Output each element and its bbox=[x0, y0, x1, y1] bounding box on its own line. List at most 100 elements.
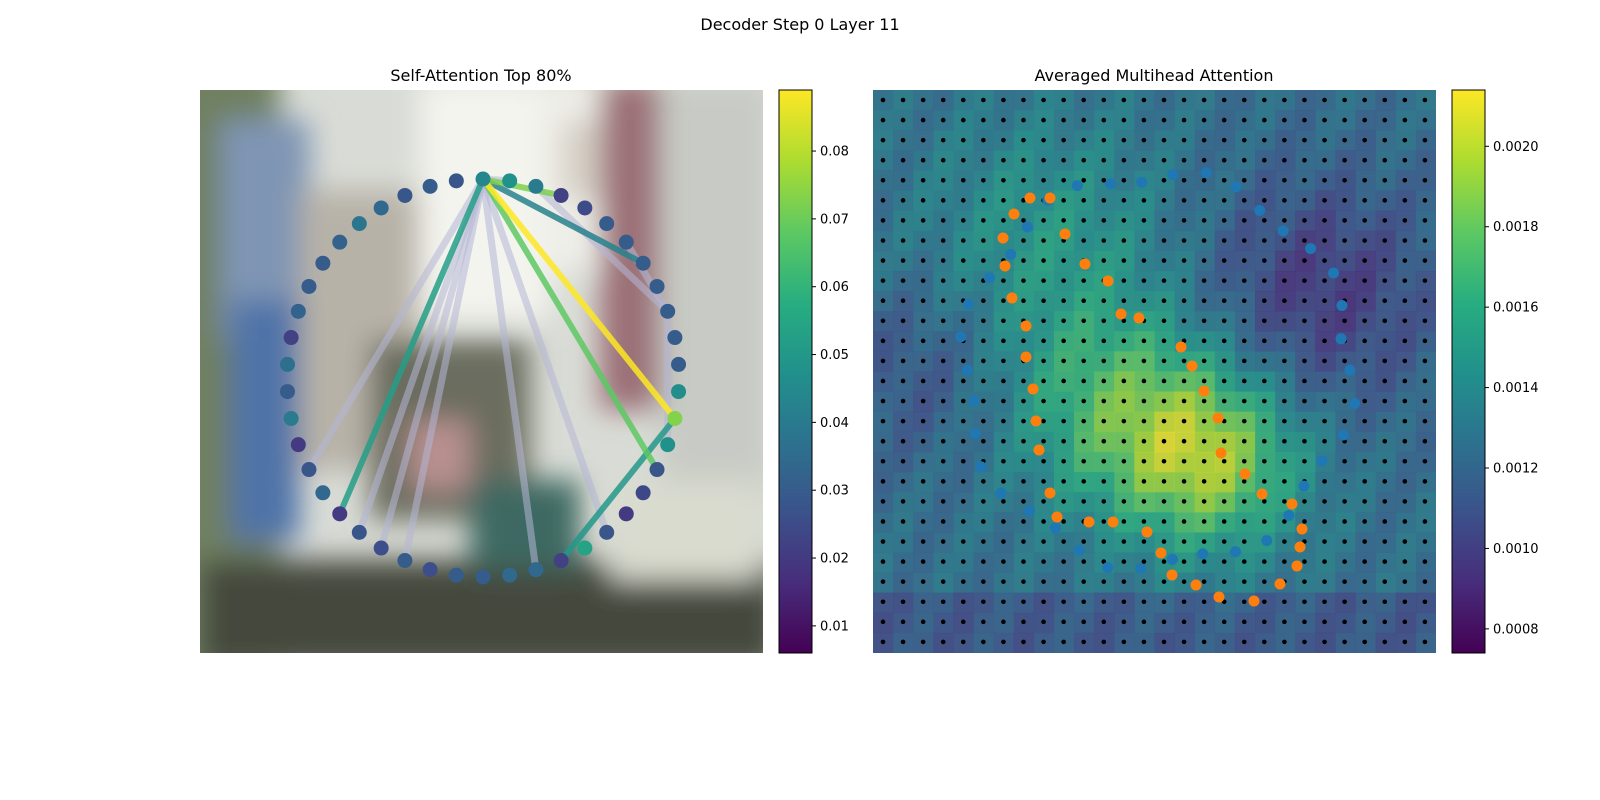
grid-point bbox=[981, 97, 986, 103]
grid-point bbox=[1101, 378, 1107, 384]
series-2-point bbox=[1274, 578, 1286, 590]
grid-point bbox=[1101, 97, 1107, 103]
grid-point bbox=[1001, 499, 1006, 504]
grid-point bbox=[1001, 579, 1006, 584]
grid-point bbox=[1121, 117, 1127, 123]
grid-point bbox=[1221, 479, 1227, 484]
attention-node bbox=[577, 540, 593, 556]
grid-point bbox=[900, 318, 906, 324]
grid-point bbox=[1201, 579, 1207, 584]
grid-point bbox=[920, 599, 926, 605]
grid-point bbox=[1262, 499, 1267, 504]
grid-point bbox=[1001, 599, 1006, 605]
grid-point bbox=[1342, 198, 1347, 203]
series-1-point bbox=[1105, 178, 1117, 190]
grid-point bbox=[1262, 97, 1267, 103]
attention-node bbox=[448, 567, 464, 583]
grid-point bbox=[1422, 338, 1428, 344]
grid-point bbox=[1181, 198, 1187, 203]
grid-point bbox=[1121, 298, 1127, 304]
series-2-point bbox=[1115, 308, 1127, 320]
attention-node bbox=[279, 356, 295, 372]
grid-point bbox=[1382, 519, 1388, 524]
grid-point bbox=[981, 258, 986, 263]
series-2-point bbox=[1212, 412, 1224, 424]
attention-node bbox=[332, 234, 348, 250]
grid-point bbox=[981, 137, 986, 143]
grid-point bbox=[1161, 117, 1167, 123]
grid-point bbox=[1201, 599, 1207, 605]
grid-point bbox=[1262, 318, 1267, 324]
grid-point bbox=[981, 238, 986, 243]
grid-point bbox=[920, 358, 926, 364]
grid-point bbox=[1101, 177, 1107, 183]
grid-point bbox=[920, 177, 926, 183]
attention-edge bbox=[377, 178, 487, 549]
grid-point bbox=[1061, 318, 1066, 324]
grid-point bbox=[1322, 559, 1327, 564]
grid-point bbox=[1302, 258, 1307, 263]
grid-point bbox=[1241, 619, 1247, 625]
grid-point bbox=[1302, 177, 1307, 183]
grid-point bbox=[1181, 559, 1187, 564]
grid-point bbox=[1422, 539, 1428, 544]
grid-point bbox=[920, 97, 926, 103]
grid-point bbox=[960, 458, 966, 464]
grid-point bbox=[1241, 177, 1247, 183]
attention-node bbox=[618, 506, 634, 522]
grid-point bbox=[880, 519, 886, 524]
grid-point bbox=[1221, 177, 1227, 183]
grid-point bbox=[1121, 318, 1127, 324]
grid-point bbox=[1161, 258, 1167, 263]
grid-point bbox=[1422, 298, 1428, 304]
grid-point bbox=[960, 519, 966, 524]
grid-point bbox=[1121, 639, 1127, 645]
grid-point bbox=[880, 97, 886, 103]
grid-point bbox=[1221, 97, 1227, 103]
grid-point bbox=[1302, 619, 1307, 625]
series-1-point bbox=[1305, 243, 1317, 255]
figure-title: Decoder Step 0 Layer 11 bbox=[700, 15, 899, 34]
grid-point bbox=[900, 599, 906, 605]
grid-point bbox=[1161, 177, 1167, 183]
grid-point bbox=[1021, 559, 1026, 564]
grid-point bbox=[1402, 177, 1408, 183]
series-1-point bbox=[1102, 562, 1114, 574]
grid-point bbox=[1041, 378, 1046, 384]
grid-point bbox=[1001, 177, 1006, 183]
grid-point bbox=[1141, 298, 1147, 304]
grid-point bbox=[900, 378, 906, 384]
grid-point bbox=[1422, 579, 1428, 584]
grid-point bbox=[1402, 559, 1408, 564]
grid-point bbox=[900, 97, 906, 103]
grid-point bbox=[1282, 499, 1287, 504]
colorbar-tick-label: 0.07 bbox=[820, 212, 849, 227]
grid-point bbox=[1201, 298, 1207, 304]
grid-point bbox=[960, 479, 966, 484]
grid-point bbox=[1262, 137, 1267, 143]
grid-point bbox=[1041, 599, 1046, 605]
series-2-point bbox=[1107, 516, 1119, 528]
grid-point bbox=[1382, 619, 1388, 625]
grid-point bbox=[880, 619, 886, 625]
grid-point bbox=[1181, 298, 1187, 304]
grid-point bbox=[920, 117, 926, 123]
grid-point bbox=[1021, 499, 1026, 504]
grid-point bbox=[880, 639, 886, 645]
grid-point bbox=[981, 378, 986, 384]
grid-point bbox=[1322, 499, 1327, 504]
grid-point bbox=[960, 157, 966, 163]
grid-point bbox=[1041, 539, 1046, 544]
series-1-point bbox=[1298, 480, 1310, 492]
grid-point bbox=[1342, 177, 1347, 183]
grid-point bbox=[1322, 298, 1327, 304]
grid-point bbox=[1322, 137, 1327, 143]
grid-point bbox=[1141, 378, 1147, 384]
grid-point bbox=[981, 599, 986, 605]
grid-point bbox=[1041, 177, 1046, 183]
grid-point bbox=[1061, 198, 1066, 203]
series-2-point bbox=[1239, 468, 1251, 480]
series-2-point bbox=[1248, 595, 1260, 607]
grid-point bbox=[1041, 639, 1046, 645]
grid-point bbox=[1181, 499, 1187, 504]
